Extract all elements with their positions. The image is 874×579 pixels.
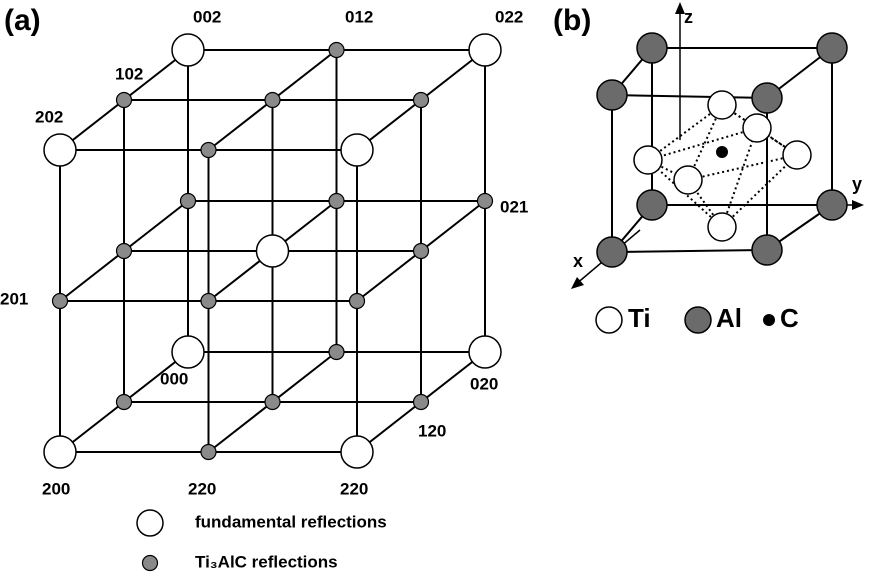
legend-label: Al: [716, 303, 742, 333]
ti-atom: [708, 213, 736, 241]
legend-label: Ti₃AlC reflections: [195, 552, 338, 571]
ti3alc-reflection: [329, 345, 344, 360]
al-atom: [597, 237, 627, 267]
ti3alc-reflection: [201, 445, 216, 460]
reflection-label: 021: [500, 197, 528, 216]
ti3alc-reflection: [414, 244, 429, 259]
fundamental-reflection: [172, 336, 204, 368]
reflection-label: 202: [35, 107, 63, 126]
ti3alc-reflection: [117, 244, 132, 259]
axis-label: x: [573, 251, 583, 271]
ti3alc-reflection: [181, 194, 196, 209]
reflection-label: 000: [160, 369, 188, 388]
ti3alc-reflection: [414, 93, 429, 108]
c-atom: [716, 146, 728, 158]
ti3alc-reflection: [265, 93, 280, 108]
legend-label: Ti: [628, 303, 651, 333]
ti3alc-reflection: [117, 395, 132, 410]
cube-edge: [612, 95, 767, 98]
ti3alc-reflection: [414, 395, 429, 410]
panel-title: (b): [553, 4, 591, 37]
reflection-label: 022: [495, 7, 523, 26]
reflection-label: 220: [340, 479, 368, 498]
fundamental-reflection: [341, 436, 373, 468]
reflection-label: 002: [193, 7, 221, 26]
fundamental-reflection: [469, 34, 501, 66]
ti3alc-reflection: [201, 143, 216, 158]
octahedron-edge: [648, 128, 757, 160]
legend-marker: [137, 510, 163, 536]
reflection-label: 201: [0, 289, 28, 308]
ti3alc-reflection: [265, 395, 280, 410]
reflection-label: 120: [418, 421, 446, 440]
ti3alc-reflection: [329, 194, 344, 209]
al-atom: [752, 235, 782, 265]
ti-atom: [634, 146, 662, 174]
legend-label: fundamental reflections: [195, 512, 387, 531]
fundamental-reflection: [44, 134, 76, 166]
figure: (a) (b) fundamental reflections Ti₃AlC r…: [0, 0, 874, 579]
fundamental-reflection: [257, 235, 289, 267]
fundamental-reflection: [469, 336, 501, 368]
reflection-label: 102: [115, 64, 143, 83]
ti-atom: [783, 141, 811, 169]
ti3alc-reflection: [53, 294, 68, 309]
fundamental-reflection: [341, 134, 373, 166]
ti3alc-reflection: [329, 43, 344, 58]
panel-title: (a): [4, 4, 41, 37]
al-atom: [637, 33, 667, 63]
axis-label: z: [684, 7, 693, 27]
cube-edge: [612, 250, 767, 252]
axis-label: y: [852, 174, 862, 194]
ti-atom: [743, 114, 771, 142]
fundamental-reflection: [44, 436, 76, 468]
al-atom: [752, 83, 782, 113]
reflection-label: 220: [188, 479, 216, 498]
legend-label: C: [780, 303, 799, 333]
al-atom: [597, 80, 627, 110]
reflection-label: 012: [345, 7, 373, 26]
arrow-head: [852, 200, 864, 210]
octahedron-edge: [722, 155, 797, 227]
ti3alc-reflection: [350, 294, 365, 309]
legend-marker: [763, 314, 775, 326]
ti3alc-reflection: [201, 294, 216, 309]
al-atom: [637, 190, 667, 220]
legend-marker: [596, 307, 622, 333]
legend-marker: [685, 307, 711, 333]
octahedron-edge: [722, 128, 757, 227]
ti3alc-reflection: [117, 93, 132, 108]
al-atom: [817, 33, 847, 63]
ti3alc-reflection: [478, 194, 493, 209]
reflection-label: 200: [42, 479, 70, 498]
legend-marker: [143, 556, 158, 571]
ti-atom: [674, 166, 702, 194]
ti-atom: [708, 91, 736, 119]
fundamental-reflection: [172, 34, 204, 66]
al-atom: [817, 190, 847, 220]
octahedron-edge: [688, 155, 797, 180]
reflection-label: 020: [470, 374, 498, 393]
